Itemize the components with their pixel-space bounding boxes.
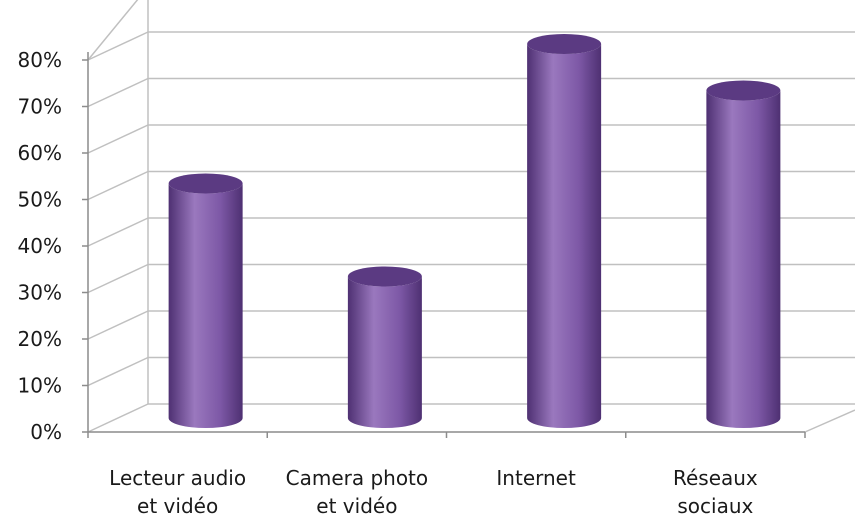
y-tick-label: 80% xyxy=(18,48,62,72)
gridline-diagonal xyxy=(87,170,149,201)
y-tick-label: 10% xyxy=(18,374,62,398)
gridline-diagonal xyxy=(87,217,149,247)
gridline-diagonal xyxy=(87,77,149,108)
x-tick-label: Lecteur audio et vidéo xyxy=(109,466,246,518)
bar-body xyxy=(706,90,781,428)
y-tick-label: 50% xyxy=(18,188,62,212)
x-tick-label: Internet xyxy=(496,466,576,490)
bar-top xyxy=(347,266,422,287)
y-tick-label: 60% xyxy=(18,141,62,165)
gridline-diagonal xyxy=(87,263,149,294)
x-tick-label: Réseaux sociaux xyxy=(673,466,758,518)
y-tick-label: 40% xyxy=(18,234,62,258)
gridline-diagonal xyxy=(87,356,149,387)
y-tick-label: 0% xyxy=(30,420,62,444)
gridline-diagonal xyxy=(87,310,149,340)
gridline-diagonal xyxy=(87,31,149,61)
y-axis-ticks: 0% 10% 20% 30% 40% 50% 60% 70% 80% xyxy=(18,48,62,444)
chart-walls xyxy=(147,0,855,433)
bar-top xyxy=(527,34,602,54)
gridline-diagonal-top xyxy=(87,0,139,61)
bar xyxy=(168,173,243,428)
axes xyxy=(82,52,806,438)
bar-body xyxy=(168,183,243,428)
bar xyxy=(347,266,422,428)
bar xyxy=(527,34,602,428)
bar xyxy=(706,80,781,428)
x-tick-label: Camera photo et vidéo xyxy=(286,466,429,518)
x-axis-labels: Lecteur audio et vidéo Camera photo et vidé… xyxy=(109,466,758,518)
y-tick-label: 70% xyxy=(18,95,62,119)
y-tick-label: 30% xyxy=(18,281,62,305)
bar-body xyxy=(347,276,422,428)
bar-top xyxy=(168,173,243,194)
gridline-diagonal xyxy=(87,403,149,433)
floor-right-edge xyxy=(804,409,855,433)
bar-top xyxy=(706,80,781,101)
bars xyxy=(168,34,781,428)
gridline-diagonal xyxy=(87,124,149,154)
bar-body xyxy=(527,44,602,428)
y-tick-label: 20% xyxy=(18,327,62,351)
